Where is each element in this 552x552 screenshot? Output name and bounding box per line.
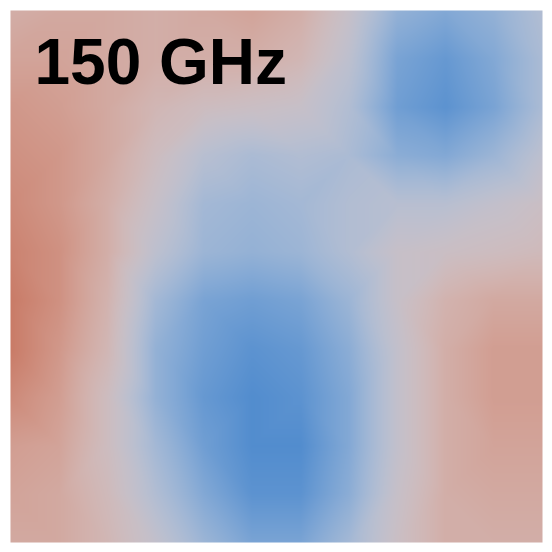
- svg-text:150 GHz: 150 GHz: [35, 26, 288, 98]
